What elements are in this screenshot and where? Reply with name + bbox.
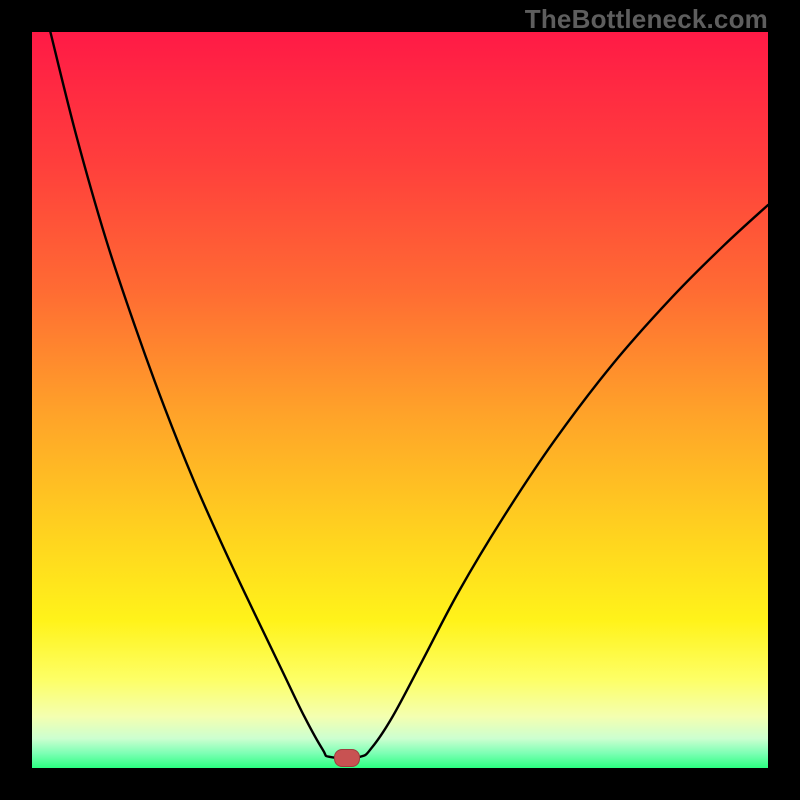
gradient-plot-area	[32, 32, 768, 768]
watermark-text: TheBottleneck.com	[525, 4, 768, 35]
chart-container: TheBottleneck.com	[0, 0, 800, 800]
optimum-marker	[334, 749, 360, 767]
